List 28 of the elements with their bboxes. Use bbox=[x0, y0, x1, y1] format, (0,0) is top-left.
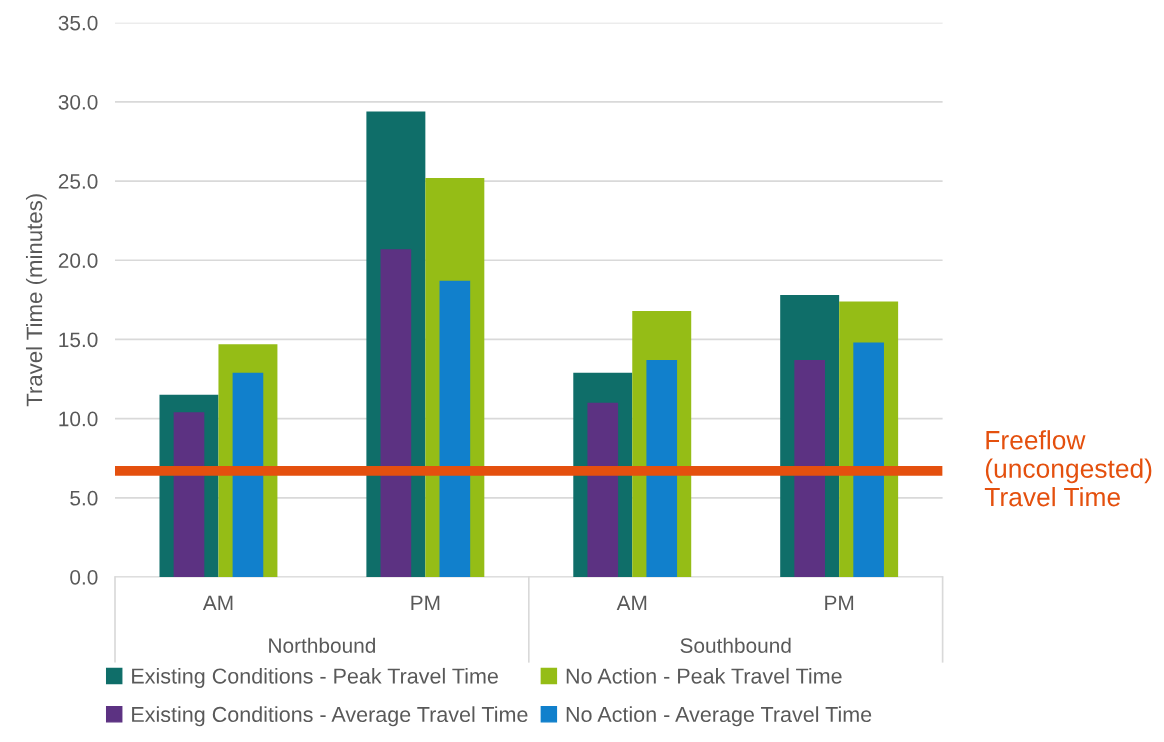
legend-label: Existing Conditions - Average Travel Time bbox=[132, 706, 528, 727]
legend-label: No Action - Peak Travel Time bbox=[566, 667, 842, 684]
y-tick-label: 20.0 bbox=[58, 253, 98, 269]
bar bbox=[380, 249, 412, 577]
bar bbox=[794, 360, 825, 577]
y-tick-label: 10.0 bbox=[59, 411, 98, 427]
x-tick-label: PM bbox=[411, 595, 440, 611]
bar bbox=[439, 280, 471, 577]
legend-label: No Action - Average Travel Time bbox=[566, 706, 872, 727]
legend-label: Existing Conditions - Peak Travel Time bbox=[132, 667, 498, 688]
y-tick-label: 30.0 bbox=[58, 94, 98, 110]
y-tick-label: 35.0 bbox=[58, 15, 98, 31]
text: Northbound bbox=[269, 637, 375, 653]
bar bbox=[587, 402, 619, 577]
x-tick-label: PM bbox=[825, 595, 854, 611]
y-tick-label: 15.0 bbox=[59, 332, 98, 348]
ref-line-label: Freeflow (uncongested) Travel Time bbox=[984, 430, 1152, 507]
bar bbox=[646, 360, 678, 577]
bar bbox=[173, 412, 205, 577]
text: Southbound bbox=[680, 637, 791, 653]
x-tick-label: AM bbox=[202, 595, 233, 611]
bar bbox=[853, 342, 884, 577]
y-axis-title: Travel Time (minutes) bbox=[25, 194, 47, 407]
y-tick-label: 0.0 bbox=[70, 569, 98, 585]
y-tick-label: 25.0 bbox=[58, 174, 98, 189]
y-tick-label: 5.0 bbox=[70, 490, 98, 506]
bar bbox=[232, 372, 264, 577]
x-tick-label: AM bbox=[616, 595, 647, 611]
